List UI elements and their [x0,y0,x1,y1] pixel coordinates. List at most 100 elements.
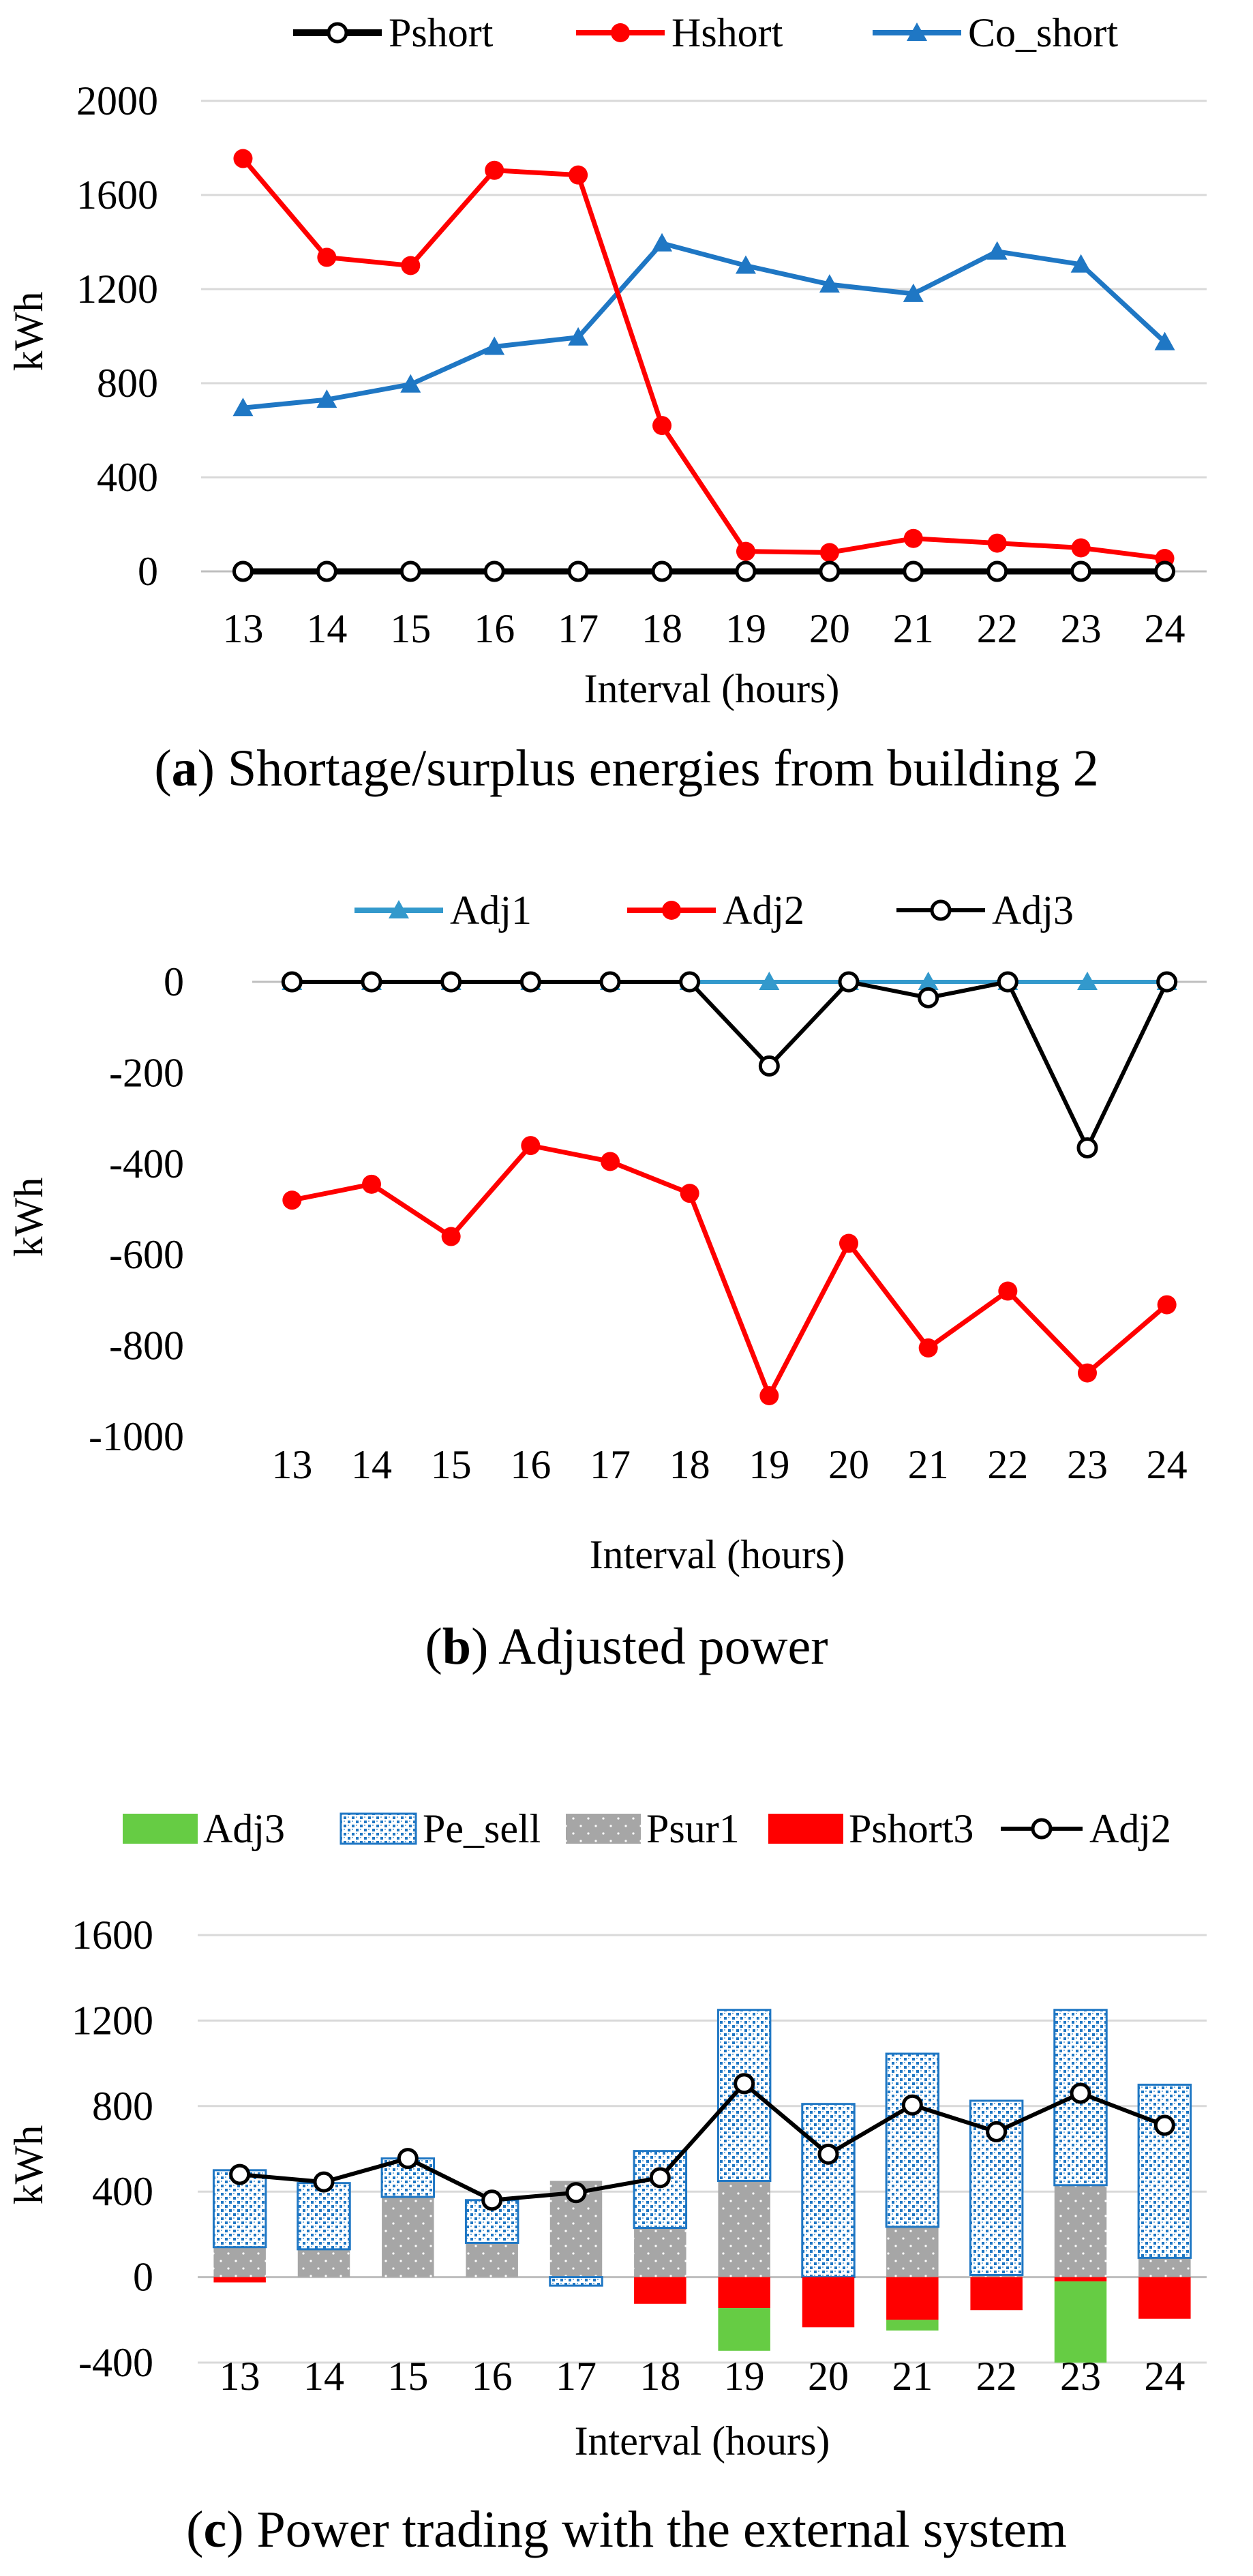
caption-a-letter: a [172,740,198,797]
data-point-adj2 [680,1184,699,1203]
data-point-adj2 [734,2073,755,2095]
legend-b-adj2-label: Adj2 [723,888,804,933]
series-line-adj3 [292,980,1169,1150]
x-tick-label: 16 [510,1442,551,1487]
data-point-hshort [652,416,672,436]
bar-segment-pe-sell [801,2103,856,2279]
bar-segment-pe-sell [1137,2083,1192,2259]
bar-segment-pe-sell [633,2150,688,2229]
legend-b: Adj1 Adj2 Adj3 [354,888,1074,933]
x-tick-label: 15 [390,606,431,651]
x-tick-label: 18 [641,606,682,651]
data-point-adj2 [918,1338,938,1358]
data-point-hshort [485,160,504,180]
bar-segment-psur1 [1054,2185,1107,2277]
legend-a-coshort-label: Co_short [968,10,1118,55]
data-point-pshort [567,560,589,582]
bar-segment-pshort3 [213,2277,266,2283]
data-point-pshort [986,560,1008,582]
x-tick-label: 16 [472,2354,513,2399]
gridlines-c [198,1934,1207,2364]
legend-a: Pshort Hshort Co_short [293,10,1118,55]
data-point-co-short [903,283,924,302]
data-point-pshort [819,560,841,582]
legend-a-hshort-label: Hshort [671,10,783,55]
data-point-pshort [651,560,673,582]
legend-c-pshort3: Pshort3 [768,1806,973,1851]
x-axis-label-a: Interval (hours) [584,666,840,711]
data-point-adj2 [601,1152,620,1171]
x-ticks-c: 13 14 15 16 17 18 19 20 21 22 23 24 [220,2354,1186,2399]
bar-segment-psur1 [297,2249,350,2277]
series-line-adj2 [239,2081,1166,2202]
legend-a-pshort-label: Pshort [389,10,494,55]
x-tick-label: 21 [893,606,934,651]
bar-segment-pe-sell [716,2009,772,2183]
data-point-adj3 [519,971,541,993]
legend-b-adj2: Adj2 [627,888,804,933]
bar-segment-psur1 [466,2243,518,2277]
data-point-adj3 [599,971,621,993]
x-tick-label: 23 [1061,606,1102,651]
x-tick-label: 15 [387,2354,428,2399]
data-point-adj3 [838,971,860,993]
data-point-adj2 [313,2171,335,2193]
series-line-adj2 [291,1143,1168,1398]
bar-segment-pe-sell [885,2052,940,2228]
panel-c: Adj3 Pe_sell Psur1 Pshort3 Adj2 kWh -400… [6,1806,1207,2558]
x-axis-label-b: Interval (hours) [590,1532,845,1577]
legend-c-psur1: Psur1 [566,1806,740,1851]
data-point-hshort [903,528,923,548]
data-point-adj3 [997,971,1018,993]
data-point-pshort [1070,560,1092,582]
y-axis-label-a: kWh [6,292,51,372]
x-tick-label: 22 [987,1442,1028,1487]
y-tick-label: 800 [97,361,158,406]
data-point-adj2 [998,1281,1018,1301]
bar-segment-adj3 [1054,2281,1107,2363]
data-point-adj3 [281,971,303,993]
y-tick-label: 1600 [72,1913,153,1958]
y-ticks-b: -1000 -800 -600 -400 -200 0 [89,959,184,1459]
legend-c-adj2: Adj2 [1001,1806,1171,1851]
x-tick-label: 14 [306,606,347,651]
y-ticks-c: -400 0 400 800 1200 1600 [72,1913,153,2385]
legend-c-pesell-label: Pe_sell [423,1806,541,1851]
y-tick-label: -600 [109,1232,184,1277]
bar-segment-psur1 [382,2197,434,2277]
bar-segment-psur1 [718,2181,770,2277]
panel-a: Pshort Hshort Co_short kWh 0 400 800 1200 16… [6,10,1207,797]
x-tick-label: 22 [976,2354,1017,2399]
y-ticks-a: 0 400 800 1200 1600 2000 [76,78,158,594]
data-point-co-short [568,327,589,346]
y-tick-label: 1200 [72,1998,153,2043]
data-point-adj2 [817,2143,839,2165]
x-tick-label: 13 [220,2354,260,2399]
data-point-pshort [232,560,254,582]
y-tick-label: -200 [109,1050,184,1095]
data-point-adj2 [362,1174,381,1194]
x-tick-label: 14 [351,1442,392,1487]
data-point-pshort [735,560,757,582]
caption-c: (c) Power trading with the external syst… [186,2501,1067,2558]
y-tick-label: 1600 [76,173,158,218]
caption-b-text: Adjusted power [488,1618,828,1675]
legend-b-adj1: Adj1 [354,888,532,933]
data-point-adj1 [759,972,780,990]
bar-segment-pshort3 [1054,2277,1107,2281]
legend-c-pesell: Pe_sell [339,1806,541,1851]
bar-segment-pe-sell [549,2276,603,2287]
data-point-adj2 [839,1233,858,1253]
y-tick-label: 800 [92,2084,153,2129]
data-point-adj2 [986,2121,1008,2142]
data-point-adj3 [1156,971,1178,993]
series-line-hshort [241,157,1165,561]
data-point-co-short [735,255,756,274]
data-point-adj2 [901,2094,923,2116]
data-point-co-short [652,233,673,252]
x-tick-label: 14 [303,2354,344,2399]
panel-b: Adj1 Adj2 Adj3 kWh -1000 -800 -600 -400 -200… [6,888,1207,1675]
y-tick-label: 0 [133,2255,153,2300]
y-tick-label: 1200 [76,267,158,312]
x-tick-label: 21 [892,2354,933,2399]
